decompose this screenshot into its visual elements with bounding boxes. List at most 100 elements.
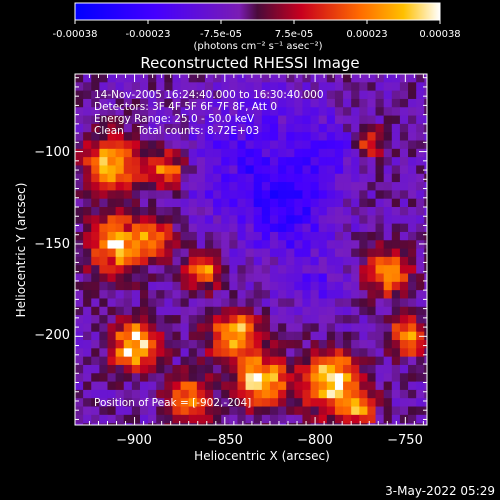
heatmap-pixel (196, 115, 206, 125)
heatmap-pixel (359, 356, 369, 366)
heatmap-pixel (204, 406, 214, 416)
heatmap-pixel (188, 207, 198, 216)
heatmap-pixel (294, 265, 304, 275)
heatmap-pixel (294, 215, 304, 225)
heatmap-pixel (237, 82, 247, 92)
heatmap-pixel (278, 115, 287, 125)
heatmap-pixel (367, 398, 377, 408)
heatmap-pixel (310, 107, 320, 117)
heatmap-pixel (213, 182, 222, 191)
heatmap-pixel (156, 323, 165, 333)
heatmap-pixel (237, 231, 247, 241)
heatmap-pixel (91, 157, 100, 167)
heatmap-pixel (424, 90, 427, 100)
heatmap-pixel (213, 157, 222, 167)
heatmap-pixel (326, 190, 336, 200)
heatmap-pixel (237, 74, 247, 83)
heatmap-pixel (318, 148, 328, 158)
heatmap-pixel (229, 182, 239, 191)
heatmap-pixel (343, 115, 352, 125)
heatmap-pixel (83, 414, 92, 424)
heatmap-pixel (180, 340, 190, 349)
heatmap-pixel (237, 364, 247, 374)
heatmap-pixel (383, 340, 393, 349)
heatmap-pixel (351, 281, 360, 291)
heatmap-pixel (302, 82, 312, 92)
heatmap-pixel (204, 190, 214, 200)
heatmap-pixel (213, 123, 222, 133)
heatmap-pixel (253, 281, 263, 291)
heatmap-pixel (383, 281, 393, 291)
heatmap-pixel (334, 273, 344, 283)
heatmap-pixel (75, 364, 84, 374)
heatmap-pixel (180, 123, 190, 133)
heatmap-pixel (245, 331, 255, 341)
heatmap-pixel (383, 389, 393, 399)
heatmap-pixel (343, 398, 352, 408)
heatmap-pixel (213, 248, 222, 258)
heatmap-pixel (359, 182, 369, 191)
heatmap-pixel (302, 74, 312, 83)
heatmap-pixel (107, 423, 117, 425)
heatmap-pixel (131, 340, 141, 349)
heatmap-pixel (164, 340, 174, 349)
heatmap-pixel (391, 315, 401, 324)
heatmap-pixel (115, 182, 125, 191)
heatmap-pixel (391, 331, 401, 341)
heatmap-pixel (253, 356, 263, 366)
heatmap-pixel (245, 315, 255, 324)
heatmap-pixel (237, 373, 247, 383)
heatmap-pixel (156, 190, 165, 200)
heatmap-pixel (326, 215, 336, 225)
heatmap-pixel (286, 348, 295, 358)
heatmap-pixel (91, 90, 100, 100)
heatmap-pixel (351, 356, 360, 366)
heatmap-pixel (302, 414, 312, 424)
heatmap-pixel (83, 98, 92, 108)
heatmap-pixel (148, 306, 157, 316)
heatmap-pixel (408, 423, 417, 425)
heatmap-pixel (318, 298, 328, 308)
heatmap-pixel (148, 364, 157, 374)
heatmap-pixel (343, 298, 352, 308)
heatmap-pixel (399, 364, 409, 374)
heatmap-pixel (399, 90, 409, 100)
heatmap-pixel (416, 323, 425, 333)
heatmap-pixel (196, 165, 206, 175)
heatmap-pixel (221, 273, 230, 283)
heatmap-pixel (188, 348, 198, 358)
heatmap-pixel (408, 273, 417, 283)
heatmap-pixel (83, 248, 92, 258)
heatmap-pixel (424, 157, 427, 167)
heatmap-pixel (107, 198, 117, 208)
heatmap-pixel (391, 173, 401, 183)
heatmap-pixel (131, 273, 141, 283)
heatmap-pixel (416, 306, 425, 316)
heatmap-pixel (367, 215, 377, 225)
heatmap-pixel (99, 223, 109, 233)
heatmap-pixel (343, 265, 352, 275)
heatmap-pixel (245, 98, 255, 108)
heatmap-pixel (196, 107, 206, 117)
heatmap-pixel (343, 231, 352, 241)
heatmap-pixel (107, 115, 117, 125)
colorbar-tick-label: 0.00038 (419, 29, 460, 40)
heatmap-pixel (188, 173, 198, 183)
heatmap-pixel (164, 107, 174, 117)
heatmap-pixel (416, 389, 425, 399)
heatmap-pixel (359, 273, 369, 283)
heatmap-pixel (172, 90, 182, 100)
heatmap-pixel (156, 265, 165, 275)
heatmap-pixel (318, 240, 328, 250)
heatmap-pixel (148, 290, 157, 300)
heatmap-pixel (131, 240, 141, 250)
heatmap-pixel (294, 90, 304, 100)
heatmap-pixel (83, 173, 92, 183)
heatmap-pixel (294, 364, 304, 374)
heatmap-pixel (204, 107, 214, 117)
heatmap-pixel (375, 414, 385, 424)
heatmap-pixel (367, 148, 377, 158)
heatmap-pixel (383, 107, 393, 117)
heatmap-pixel (343, 290, 352, 300)
heatmap-pixel (375, 207, 385, 216)
